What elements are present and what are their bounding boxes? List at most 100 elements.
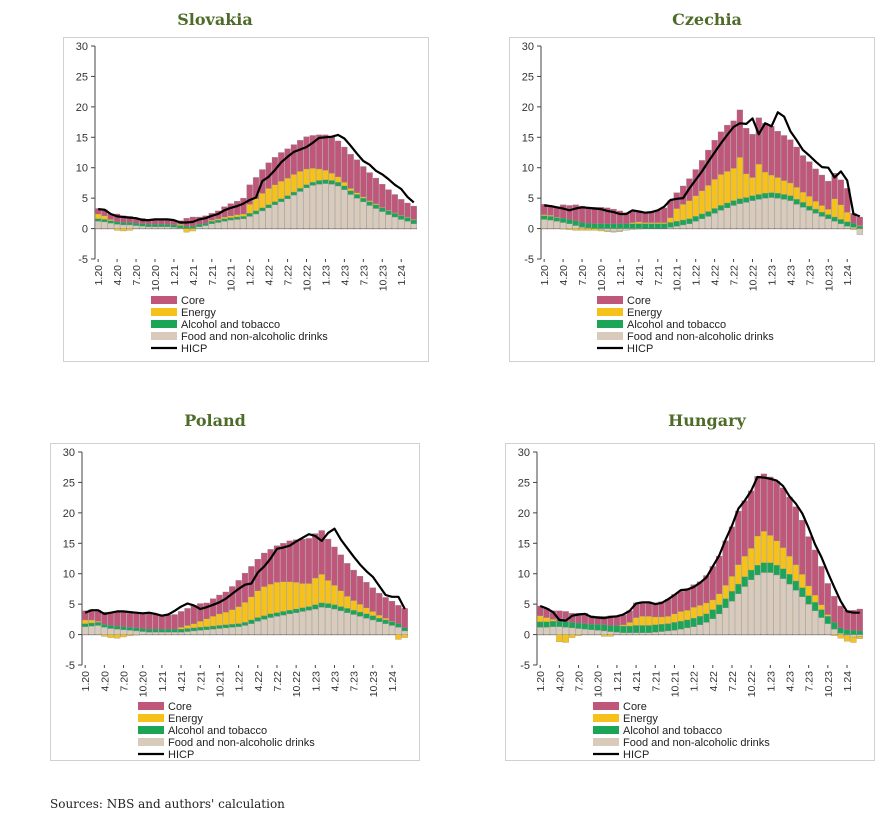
bar-segment [254, 558, 261, 591]
bar-segment [385, 210, 392, 215]
bar-segment [730, 168, 737, 201]
x-tick-label: 1.23 [765, 671, 777, 692]
x-tick-label: 7.20 [119, 671, 131, 692]
bar-segment [677, 611, 684, 622]
bar-segment [209, 628, 217, 635]
bar-segment [780, 568, 787, 579]
x-tick-label: 1.20 [93, 265, 105, 286]
x-tick-label: 1.22 [691, 265, 703, 286]
bar-segment [652, 602, 659, 618]
legend-swatch [138, 702, 164, 710]
hicp-line [84, 527, 406, 617]
bar-segment [120, 626, 127, 630]
bar-segment [762, 193, 769, 199]
bar-segment [709, 618, 716, 635]
bar-segment [241, 602, 249, 623]
bar-segment [811, 549, 819, 596]
chart-title-hungary: Hungary [668, 411, 746, 430]
bar-segment [391, 213, 398, 218]
bar-segment [818, 617, 825, 635]
bar-segment [286, 581, 293, 611]
bar-segment [575, 628, 582, 635]
bar-segment [645, 632, 652, 635]
bar-segment [267, 549, 274, 585]
bar-segment [664, 616, 672, 624]
bar-segment [114, 625, 121, 630]
bar-segment [293, 612, 300, 635]
bar-segment [754, 574, 761, 635]
bar-segment [246, 216, 253, 229]
bar-segment [722, 585, 729, 599]
bar-segment [811, 594, 819, 603]
bar-segment [309, 182, 316, 186]
bar-segment [388, 625, 396, 635]
bar-segment [730, 120, 737, 169]
bar-segment [254, 617, 261, 622]
bar-segment [234, 201, 241, 215]
bar-segment [537, 605, 544, 616]
bar-segment [601, 634, 608, 637]
bar-segment [286, 610, 293, 615]
bar-segment [818, 216, 826, 229]
bar-segment [341, 146, 348, 183]
y-tick-label: 5 [82, 193, 88, 205]
bar-segment [623, 223, 630, 229]
bar-segment [786, 574, 793, 585]
bar-segment [711, 179, 718, 209]
bar-segment [749, 200, 756, 229]
bar-segment [613, 625, 620, 633]
bar-segment [585, 228, 592, 231]
bar-segment [547, 219, 554, 229]
bar-segment [309, 168, 316, 183]
bar-segment [705, 149, 712, 186]
bar-segment [290, 191, 297, 196]
bar-segment [328, 173, 335, 181]
bar-segment [639, 625, 646, 633]
bar-segment [356, 603, 364, 613]
y-tick-label: 20 [63, 508, 75, 520]
y-tick-label: 0 [528, 224, 534, 236]
bar-segment [762, 171, 769, 194]
bar-segment [312, 604, 319, 610]
legend-swatch [151, 296, 177, 304]
bar-segment [677, 628, 684, 635]
bar-segment [372, 204, 380, 209]
bar-segment [572, 225, 579, 229]
bar-segment [562, 611, 569, 622]
bar-segment [781, 180, 788, 195]
y-tick-label: 10 [63, 569, 75, 581]
bar-segment [325, 603, 332, 608]
bar-segment [724, 124, 731, 172]
bar-segment [792, 564, 799, 582]
bar-segment [620, 624, 627, 627]
x-tick-label: 10.20 [150, 265, 162, 291]
bar-segment [248, 619, 255, 624]
x-tick-label: 4.21 [188, 265, 200, 286]
bar-segment [843, 610, 851, 630]
bar-segment [690, 626, 697, 635]
bar-segment [698, 190, 706, 215]
bar-segment [844, 211, 851, 223]
x-tick-label: 7.20 [577, 265, 589, 286]
bar-segment [152, 628, 159, 633]
bar-segment [741, 586, 748, 635]
legend-swatch [138, 714, 164, 722]
x-tick-label: 1.24 [842, 671, 854, 692]
bar-segment [229, 609, 236, 625]
bar-segment [673, 208, 680, 222]
bar-segment [120, 228, 127, 232]
bar-segment [335, 140, 342, 177]
bar-segment [222, 611, 229, 625]
bar-segment [736, 203, 743, 229]
x-tick-label: 4.22 [708, 671, 720, 692]
bar-segment [717, 131, 724, 175]
bar-segment [635, 221, 642, 224]
legend-label: Alcohol and tobacco [623, 725, 722, 737]
bar-segment [607, 631, 614, 635]
bar-segment [82, 626, 89, 635]
bar-segment [366, 201, 373, 206]
x-tick-label: 7.21 [207, 265, 219, 286]
bar-segment [88, 622, 95, 627]
bar-segment [616, 230, 623, 232]
bar-segment [560, 218, 567, 223]
